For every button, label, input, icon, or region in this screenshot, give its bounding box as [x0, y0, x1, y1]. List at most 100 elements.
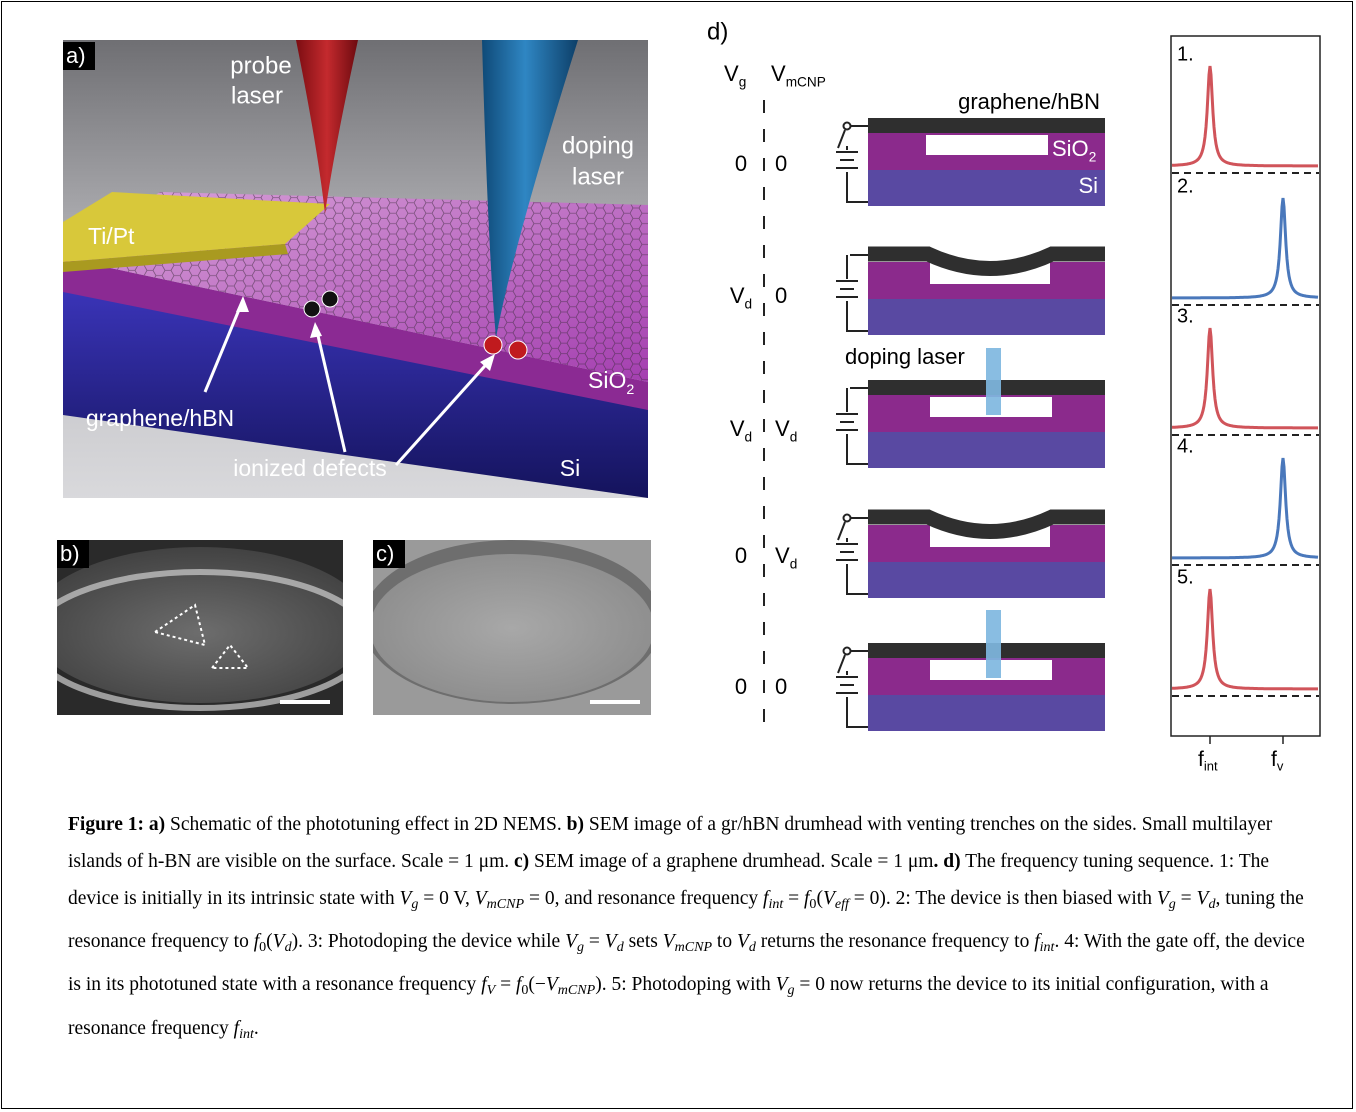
cavity: [926, 135, 1048, 155]
caption-run: V: [487, 983, 496, 999]
caption-run: V: [1157, 888, 1169, 909]
caption-run: c): [514, 851, 529, 872]
column-header-main: V: [724, 61, 739, 86]
laser-beam: [986, 348, 1001, 415]
caption-run: V: [737, 931, 749, 952]
caption-run: .: [254, 1018, 259, 1039]
caption-run: to: [712, 931, 737, 952]
caption-run: V: [823, 888, 835, 909]
caption-run: mCNP: [675, 939, 712, 955]
caption-run: =: [783, 888, 804, 909]
row-value: Vd: [730, 416, 752, 444]
laser-beam: [986, 610, 1001, 678]
caption-run: V: [546, 974, 558, 995]
x-tick-label: fv: [1271, 748, 1284, 774]
column-header: VmCNP: [771, 61, 826, 89]
column-header-sub: g: [739, 74, 747, 89]
column-header-sub: mCNP: [786, 74, 826, 89]
switch: [838, 130, 845, 148]
annotation: probe: [230, 52, 291, 79]
annotation: ionized defects: [233, 455, 386, 481]
caption-run: =: [495, 974, 516, 995]
annotation: laser: [231, 82, 283, 109]
caption-run: V: [475, 888, 487, 909]
caption-run: V: [776, 974, 788, 995]
layer-label: graphene/hBN: [958, 89, 1100, 114]
caption-run: Figure 1: a): [68, 814, 165, 835]
caption-run: d: [617, 939, 624, 955]
annotation: graphene/hBN: [86, 405, 234, 431]
row-value: 0: [735, 543, 747, 568]
row-value: 0: [775, 151, 787, 176]
caption-run: V: [399, 888, 411, 909]
panel-label: b): [60, 541, 80, 566]
panel-label: d): [707, 18, 728, 45]
caption-run: int: [768, 896, 783, 912]
row-value: Vd: [775, 543, 797, 571]
annotation: Si: [560, 455, 580, 481]
row-value-main: V: [730, 283, 745, 308]
graphene-layer: [868, 118, 1105, 133]
caption-run: Schematic of the phototuning effect in 2…: [165, 814, 566, 835]
x-tick-label-sub: int: [1204, 759, 1218, 774]
annotation-sub: 2: [626, 382, 634, 398]
switch: [838, 522, 845, 540]
annotation: Ti/Pt: [88, 223, 135, 249]
caption: Figure 1: a) Schematic of the phototunin…: [68, 806, 1318, 1053]
caption-run: b): [567, 814, 584, 835]
panel-c-image: [362, 540, 662, 715]
row-value-main: V: [775, 543, 790, 568]
column-header: Vg: [724, 61, 746, 89]
x-tick-label-sub: v: [1277, 759, 1284, 774]
resonance-curve: [1172, 66, 1318, 166]
caption-run: =: [584, 931, 605, 952]
caption-run: = 0 V,: [418, 888, 474, 909]
x-tick-label: fint: [1198, 748, 1218, 774]
caption-run: V: [565, 931, 577, 952]
si-layer: [868, 562, 1105, 598]
caption-run: mCNP: [487, 896, 524, 912]
resonance-curve: [1172, 458, 1318, 558]
caption-run: V: [273, 931, 285, 952]
row-value-main: V: [730, 416, 745, 441]
caption-run: (−: [528, 974, 546, 995]
caption-run: int: [239, 1026, 254, 1042]
caption-run: g: [788, 983, 795, 999]
row-value: 0: [775, 283, 787, 308]
caption-run: = 0, and resonance frequency: [524, 888, 763, 909]
row-value-sub: d: [790, 556, 798, 571]
row-value: 0: [735, 151, 747, 176]
switch-contact: [844, 648, 851, 655]
si-layer: [868, 432, 1105, 468]
spectrum-label: 2.: [1177, 175, 1194, 197]
wire: [847, 301, 868, 331]
layer-label-sub: 2: [1089, 149, 1097, 164]
caption-run: V: [663, 931, 675, 952]
spectrum-label: 4.: [1177, 435, 1194, 457]
annotation-main: SiO: [588, 367, 626, 393]
panel-label: a): [66, 43, 86, 68]
row-value-sub: d: [745, 296, 753, 311]
spectrum-label: 3.: [1177, 305, 1194, 327]
layer-label: doping laser: [845, 344, 965, 369]
resonance-curve: [1172, 198, 1318, 298]
si-layer: [868, 695, 1105, 731]
switch: [838, 655, 845, 673]
si-layer: [868, 299, 1105, 335]
caption-run: d: [285, 939, 292, 955]
caption-run: int: [1040, 939, 1055, 955]
spectrum-label: 1.: [1177, 43, 1194, 65]
caption-run: SEM image of a graphene drumhead. Scale …: [529, 851, 933, 872]
spectrum-label: 5.: [1177, 566, 1194, 588]
wire: [847, 697, 868, 727]
si-layer: [868, 170, 1105, 206]
spectra-frame: [1171, 36, 1320, 736]
wire: [847, 172, 868, 202]
caption-run: eff: [835, 896, 849, 912]
caption-run: ). 3: Photodoping the device while: [292, 931, 566, 952]
layer-label-main: SiO: [1052, 136, 1089, 161]
row-value: Vd: [730, 283, 752, 311]
caption-run: mCNP: [558, 983, 595, 999]
caption-run: d: [749, 939, 756, 955]
switch-contact: [844, 123, 851, 130]
